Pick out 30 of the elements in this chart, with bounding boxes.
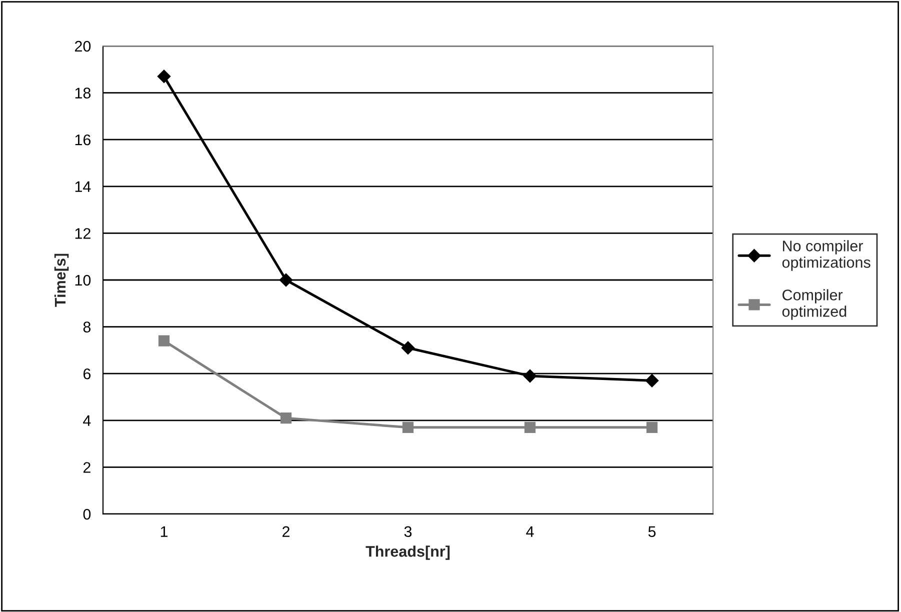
y-tick-label: 10 [75,274,91,286]
point [646,422,658,433]
y-tick-label: 18 [75,88,91,98]
y-tick-label: 16 [75,134,91,146]
point [157,70,171,84]
x-tick-label: 4 [526,526,534,537]
y-tick-label: 2 [83,462,90,473]
y-tick-label: 0 [83,508,91,520]
legend-label: No compiler optimizations [782,240,870,271]
x-tick-label: 1 [160,526,168,537]
y-tick-label: 14 [75,181,91,192]
x-tick-label: 5 [648,526,656,538]
y-axis-title: Time[s] [54,254,69,307]
point [158,335,170,346]
y-tick-label: 8 [83,322,91,332]
x-tick-label: 3 [404,526,412,538]
y-tick-label: 20 [74,40,91,52]
legend-label: Compiler optimized [782,289,846,320]
y-tick-label: 6 [83,368,91,380]
point [645,374,659,388]
y-tick-label: 12 [75,228,90,239]
y-tick-label: 4 [83,415,91,426]
x-axis-title: Threads[nr] [366,546,450,560]
point [524,422,536,433]
x-tick-label: 2 [282,526,290,537]
point [279,273,293,287]
point [401,341,415,354]
point [523,369,537,383]
point [402,422,414,433]
point [280,412,292,424]
